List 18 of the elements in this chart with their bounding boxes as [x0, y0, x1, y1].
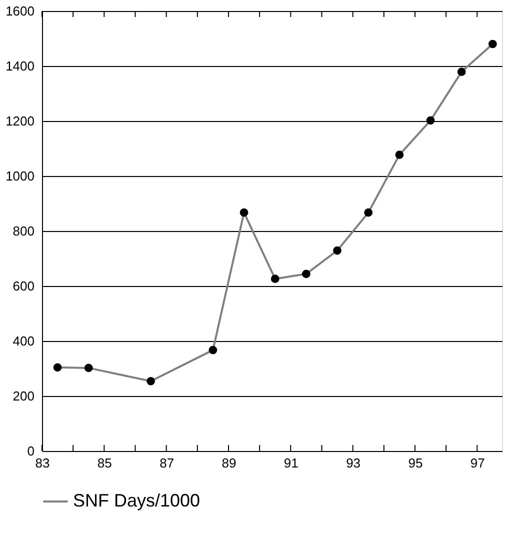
x-tick-label: 89	[222, 456, 236, 470]
legend-label: SNF Days/1000	[73, 490, 200, 510]
x-tick-label: 87	[160, 456, 174, 470]
y-tick-label: 1000	[6, 168, 34, 184]
x-tick-label: 85	[97, 456, 112, 470]
y-tick-label: 0	[27, 444, 34, 458]
y-tick-label: 800	[12, 224, 34, 238]
x-tick-label: 95	[408, 456, 423, 470]
x-tick-label: 93	[346, 456, 361, 470]
y-tick-label: 1600	[6, 4, 34, 18]
y-tick-label: 200	[12, 388, 34, 404]
y-tick-label: 1200	[6, 114, 34, 128]
x-tick-label: 83	[35, 456, 50, 470]
y-tick-label: 400	[12, 334, 34, 348]
y-tick-label: 1400	[6, 58, 34, 74]
x-tick-label: 91	[284, 456, 298, 470]
x-tick-label: 97	[470, 456, 485, 470]
y-tick-label: 600	[12, 278, 34, 294]
